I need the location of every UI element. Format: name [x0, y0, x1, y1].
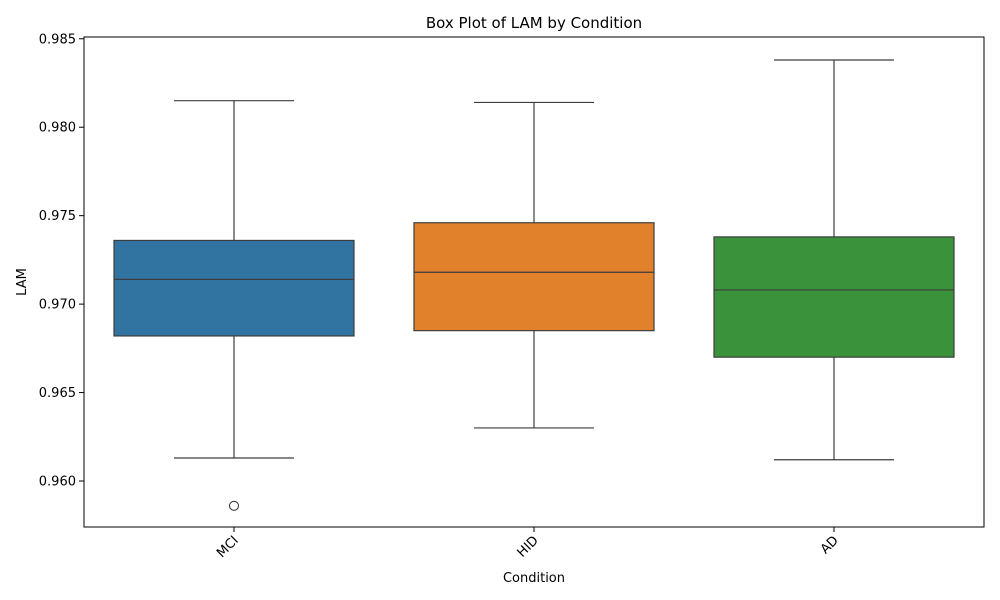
- outlier-point: [228, 500, 240, 511]
- chart-title: Box Plot of LAM by Condition: [426, 14, 642, 32]
- x-tick-label-mci: MCI: [214, 533, 242, 561]
- plot-area: [83, 36, 985, 528]
- x-axis: MCI HID AD: [214, 527, 842, 561]
- box-hid: [413, 101, 655, 429]
- y-tick-label: 0.970: [39, 298, 76, 313]
- x-tick-label-ad: AD: [818, 533, 842, 557]
- y-tick-label: 0.965: [39, 386, 76, 401]
- x-axis-label: Condition: [503, 571, 565, 586]
- box-ad: [713, 59, 955, 461]
- iqr-box: [713, 236, 955, 358]
- y-tick-label: 0.960: [39, 475, 76, 490]
- y-tick-label: 0.985: [39, 32, 76, 47]
- y-axis: 0.960 0.965 0.970 0.975 0.980 0.985: [39, 32, 84, 490]
- y-tick-label: 0.975: [39, 209, 76, 224]
- iqr-box: [413, 222, 655, 332]
- iqr-box: [113, 239, 355, 337]
- x-tick-label-hid: HID: [515, 533, 542, 560]
- box-mci: [113, 100, 355, 511]
- y-axis-label: LAM: [15, 268, 30, 296]
- y-tick-label: 0.980: [39, 121, 76, 136]
